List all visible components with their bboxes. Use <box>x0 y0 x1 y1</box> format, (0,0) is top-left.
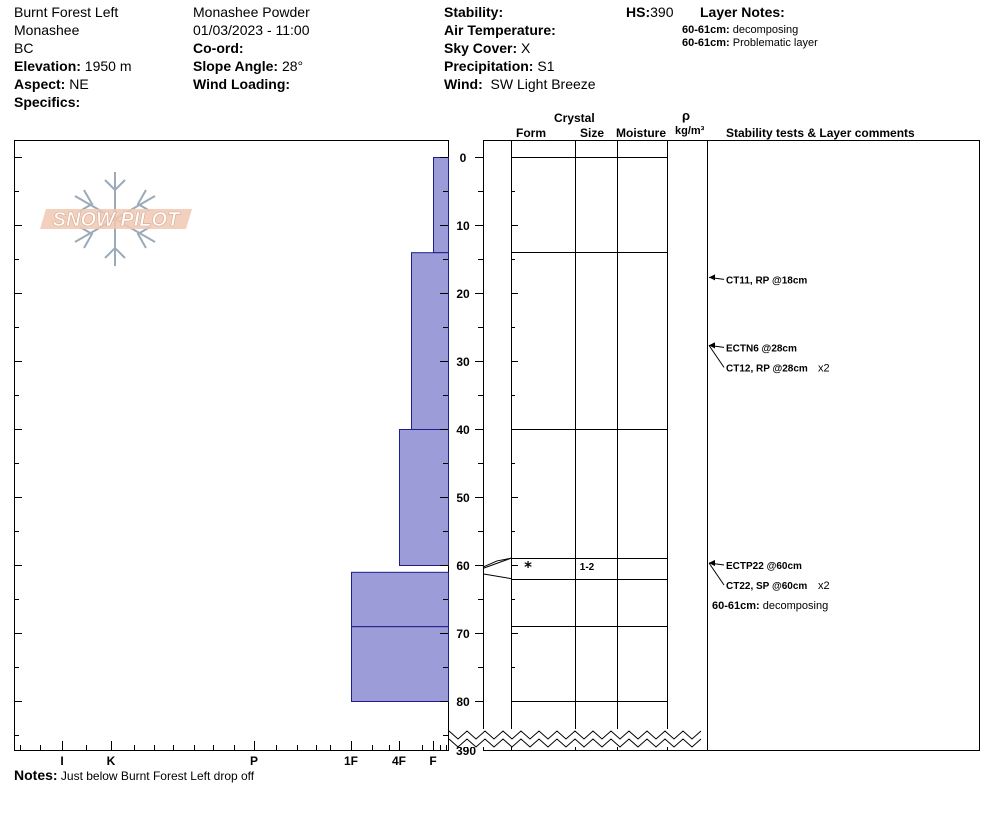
layer-leader-line <box>482 573 512 580</box>
size-header: Size <box>580 126 605 140</box>
layer-note: 60-61cm: Problematic layer <box>682 37 818 50</box>
elevation-label: Elevation: <box>14 58 81 74</box>
layer-notes-label: Layer Notes: <box>700 4 785 20</box>
depth-tick-label: 40 <box>456 423 470 437</box>
notes-text: Just below Burnt Forest Left drop off <box>60 769 255 783</box>
moisture-header: Moisture <box>616 126 667 140</box>
hs-label: HS: <box>626 4 651 20</box>
province-name: BC <box>14 40 34 56</box>
hardness-tick-label: 4F <box>392 754 406 768</box>
elevation-value: 1950 m <box>84 58 132 74</box>
logo-banner <box>40 209 192 229</box>
stability-test-pointer <box>708 562 725 586</box>
depth-tick-label: 0 <box>460 151 467 165</box>
depth-tick-label: 70 <box>456 627 470 641</box>
layer-leader-line <box>482 557 512 569</box>
layer-note-text: Problematic layer <box>732 37 818 49</box>
layer-note-text: decomposing <box>732 24 799 36</box>
depth-tick-label: 80 <box>456 695 470 709</box>
form-header: Form <box>516 126 546 140</box>
logo-text: SNOW PILOT <box>53 209 181 231</box>
sky-value: X <box>521 40 531 56</box>
stability-test-multiplier: x2 <box>818 362 830 374</box>
sky-label: Sky Cover: <box>444 40 518 56</box>
hardness-tick-label: F <box>429 754 436 768</box>
air-temp-label: Air Temperature: <box>444 22 556 38</box>
hs-value: 390 <box>650 4 674 20</box>
depth-break-marker <box>448 729 707 748</box>
aspect-value: NE <box>69 76 89 92</box>
snowpilot-logo: SNOW PILOT <box>40 172 192 266</box>
notes: Notes: Just below Burnt Forest Left drop… <box>14 767 254 783</box>
depth-tick-label: 20 <box>456 287 470 301</box>
stability-test-arrowhead <box>709 560 715 566</box>
hardness-tick-label: K <box>107 754 116 768</box>
layer-comment: 60-61cm: decomposing <box>712 600 828 612</box>
depth-tick-label: 50 <box>456 491 470 505</box>
depth-tick-label: 30 <box>456 355 470 369</box>
wind-label: Wind: <box>444 76 483 92</box>
stability-test-label: CT22, SP @60cm <box>726 581 807 592</box>
layer-note-depth: 60-61cm: <box>682 37 730 49</box>
layer-grid-frame <box>483 140 708 751</box>
stability-comments-header: Stability tests & Layer comments <box>726 126 915 140</box>
stability-test-arrowhead <box>709 274 715 281</box>
range-name: Monashee <box>14 22 80 38</box>
layer-leader-line <box>482 557 512 568</box>
hs: HS:390 <box>626 4 673 20</box>
layer-note-depth: 60-61cm: <box>682 24 730 36</box>
layer-comment-text: decomposing <box>763 600 828 612</box>
wind-value: SW Light Breeze <box>490 76 596 92</box>
depth-tick-label: 10 <box>456 219 470 233</box>
slope-value: 28° <box>281 58 304 74</box>
hardness-bar <box>411 252 449 430</box>
sky-cover: Sky Cover: X <box>444 40 530 56</box>
wind: Wind: SW Light Breeze <box>444 76 596 92</box>
location-name: Burnt Forest Left <box>14 4 119 20</box>
rho-header: ρ <box>682 108 691 123</box>
comments-panel <box>707 140 980 751</box>
hardness-bar <box>351 571 449 628</box>
stability-test-pointer <box>708 345 725 368</box>
stability-test-label: CT11, RP @18cm <box>726 275 807 286</box>
stability-test-label: CT12, RP @28cm <box>726 363 808 374</box>
coord-label: Co-ord: <box>193 40 244 56</box>
precip-label: Precipitation: <box>444 58 534 74</box>
hardness-tick-label: 1F <box>344 754 358 768</box>
precip-value: S1 <box>537 58 555 74</box>
stability-label: Stability: <box>444 4 504 20</box>
grain-form-symbol: * <box>524 558 532 576</box>
hardness-bar <box>351 626 449 703</box>
stability-test-multiplier: x2 <box>818 580 830 592</box>
aspect-label: Aspect: <box>14 76 66 92</box>
hardness-bar <box>433 157 449 254</box>
stability-test-arrowhead <box>709 342 715 349</box>
slope-angle: Slope Angle: 28° <box>193 58 303 74</box>
stability-test-label: ECTN6 @28cm <box>726 343 797 354</box>
wind-loading-label: Wind Loading: <box>193 76 291 92</box>
hardness-tick-label: I <box>60 754 63 768</box>
notes-label: Notes: <box>14 767 58 783</box>
observation-datetime: 01/03/2023 - 11:00 <box>193 22 310 38</box>
crystal-header: Crystal <box>554 111 595 125</box>
density-unit-header: kg/m³ <box>675 125 705 137</box>
layer-note: 60-61cm: decomposing <box>682 24 798 37</box>
grain-size-label: 1-2 <box>580 562 595 573</box>
layer-comment-depth: 60-61cm: <box>712 600 763 612</box>
hardness-tick-label: P <box>250 754 258 768</box>
operation-name: Monashee Powder <box>193 4 310 20</box>
slope-label: Slope Angle: <box>193 58 279 74</box>
precipitation: Precipitation: S1 <box>444 58 554 74</box>
elevation: Elevation: 1950 m <box>14 58 132 74</box>
specifics-label: Specifics: <box>14 94 81 110</box>
stability-test-label: ECTP22 @60cm <box>726 561 802 572</box>
aspect: Aspect: NE <box>14 76 89 92</box>
hs-tick-label: 390 <box>456 744 476 758</box>
depth-tick-label: 60 <box>456 559 470 573</box>
